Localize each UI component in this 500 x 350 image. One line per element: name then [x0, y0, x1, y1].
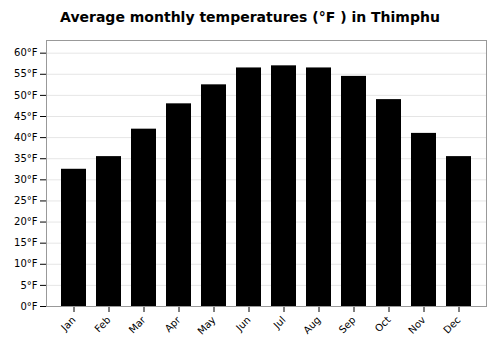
- svg-text:Nov: Nov: [406, 314, 428, 336]
- svg-text:0°F: 0°F: [20, 301, 37, 312]
- svg-text:40°F: 40°F: [14, 132, 38, 143]
- svg-text:Aug: Aug: [301, 314, 323, 336]
- html-text:Average monthly temperatures (: Average monthly temperatures (°F ) in Th…: [60, 9, 440, 25]
- svg-text:15°F: 15°F: [14, 237, 38, 248]
- svg-text:55°F: 55°F: [14, 68, 38, 79]
- svg-text:May: May: [195, 314, 217, 336]
- svg-text:25°F: 25°F: [14, 195, 38, 206]
- svg-text:Apr: Apr: [163, 314, 184, 335]
- svg-text:Dec: Dec: [441, 314, 462, 335]
- svg-text:Jul: Jul: [271, 314, 288, 331]
- svg-text:60°F: 60°F: [14, 47, 38, 58]
- svg-text:50°F: 50°F: [14, 90, 38, 101]
- svg-text:Feb: Feb: [92, 314, 112, 334]
- svg-text:Mar: Mar: [127, 314, 149, 336]
- svg-text:Sep: Sep: [337, 314, 358, 335]
- svg-text:30°F: 30°F: [14, 174, 38, 185]
- svg-text:20°F: 20°F: [14, 216, 38, 227]
- svg-text:Jun: Jun: [233, 314, 253, 334]
- svg-text:5°F: 5°F: [20, 280, 37, 291]
- svg-text:45°F: 45°F: [14, 111, 38, 122]
- svg-text:Jan: Jan: [58, 314, 77, 333]
- svg-text:Oct: Oct: [373, 314, 393, 334]
- svg-text:35°F: 35°F: [14, 153, 38, 164]
- svg-text:10°F: 10°F: [14, 258, 38, 269]
